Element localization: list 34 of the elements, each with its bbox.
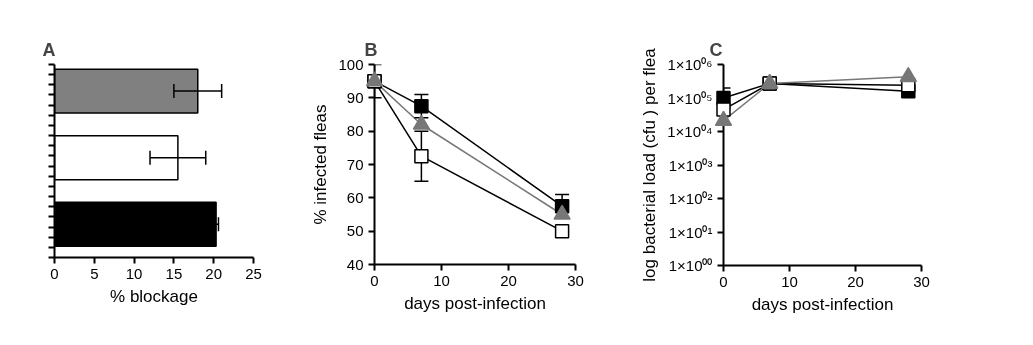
y-axis-title: % infected fleas: [311, 104, 331, 225]
x-axis-title: days post-infection: [751, 294, 894, 314]
x-tick-label: 10: [125, 264, 143, 282]
x-tick-label: 25: [245, 264, 262, 282]
x-tick-label: 30: [913, 272, 930, 290]
x-tick-label: 20: [205, 264, 223, 282]
chart-title: A: [42, 39, 56, 60]
y-tick-label: 50: [346, 222, 364, 240]
x-tick-label: 0: [370, 271, 379, 289]
y-tick-label: 1×10⁰⁰: [668, 257, 713, 274]
chart-title: B: [364, 39, 378, 60]
y-tick-label: 1×10⁰¹: [668, 223, 713, 241]
y-tick-label: 80: [346, 122, 364, 140]
x-tick-label: 20: [500, 271, 517, 289]
y-axis-title: log bacterial load (cfu ) per flea: [640, 47, 660, 282]
x-tick-label: 5: [90, 264, 99, 282]
x-tick-label: 10: [781, 272, 798, 290]
x-tick-label: 0: [50, 264, 59, 282]
x-tick-label: 15: [165, 264, 183, 282]
y-tick-label: 1×10⁰⁵: [667, 89, 713, 107]
y-tick-label: 1×10⁰⁴: [667, 123, 713, 140]
y-tick-label: 40: [346, 255, 364, 273]
y-tick-label: 60: [346, 188, 364, 206]
x-tick-label: 20: [847, 272, 864, 290]
y-tick-label: 90: [346, 88, 364, 106]
x-tick-label: 30: [567, 271, 584, 289]
x-tick-label: 0: [719, 272, 728, 290]
x-axis-title: % blockage: [110, 286, 198, 306]
y-tick-label: 1×10⁰³: [668, 156, 713, 174]
y-tick-label: 100: [338, 55, 364, 73]
y-tick-label: 1×10⁰²: [668, 190, 713, 207]
x-tick-label: 10: [433, 271, 450, 289]
y-tick-label: 70: [346, 155, 364, 173]
x-axis-title: days post-infection: [404, 293, 546, 313]
